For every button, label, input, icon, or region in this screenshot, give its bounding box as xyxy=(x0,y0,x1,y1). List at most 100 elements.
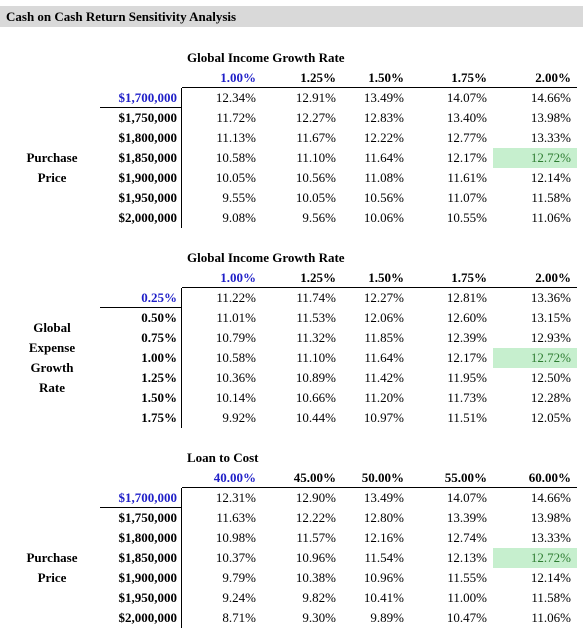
table-cell: 11.08% xyxy=(364,170,404,185)
table-cell: 13.49% xyxy=(363,490,404,505)
table-cell: 10.58% xyxy=(215,150,256,165)
table-cell: 12.31% xyxy=(215,490,256,505)
table-cell: 10.98% xyxy=(215,530,256,545)
table-cell: 14.07% xyxy=(446,490,487,505)
table-header: Global Income Growth Rate xyxy=(187,250,345,265)
table-cell: 10.36% xyxy=(215,370,256,385)
table-cell: 11.55% xyxy=(447,570,487,585)
table-cell: 10.44% xyxy=(295,410,336,425)
column-header: 1.25% xyxy=(262,68,342,88)
table-cell: 9.92% xyxy=(222,410,256,425)
row-header: $1,900,000 xyxy=(100,568,182,588)
column-header: 1.75% xyxy=(410,68,493,88)
table-cell: 11.06% xyxy=(531,210,571,225)
table-cell: 12.93% xyxy=(530,330,571,345)
table-cell: 12.81% xyxy=(446,290,487,305)
column-header: 1.75% xyxy=(410,268,493,288)
table-cell: 11.53% xyxy=(296,310,336,325)
table-cell: 10.66% xyxy=(295,390,336,405)
row-axis-label: Purchase Price xyxy=(26,550,78,585)
table-cell: 9.56% xyxy=(302,210,336,225)
table-cell: 10.96% xyxy=(295,550,336,565)
column-header: 40.00% xyxy=(182,468,262,488)
table-cell: 11.64% xyxy=(364,150,404,165)
table-cell: 12.27% xyxy=(295,110,336,125)
table-cell: 10.38% xyxy=(295,570,336,585)
table-cell: 12.14% xyxy=(530,170,571,185)
row-axis-label: Purchase Price xyxy=(26,150,78,185)
row-header: $1,800,000 xyxy=(100,528,182,548)
table-cell: 12.17% xyxy=(446,150,487,165)
table-cell: 12.72% xyxy=(493,348,577,368)
table-cell: 11.20% xyxy=(364,390,404,405)
table-cell: 13.36% xyxy=(530,290,571,305)
row-header: 0.25% xyxy=(100,288,182,308)
table-cell: 13.33% xyxy=(530,530,571,545)
table-cell: 13.39% xyxy=(446,510,487,525)
table-cell: 11.13% xyxy=(216,130,256,145)
table-cell: 12.39% xyxy=(446,330,487,345)
table-cell: 10.05% xyxy=(295,190,336,205)
table-cell: 11.06% xyxy=(531,610,571,625)
table-cell: 11.67% xyxy=(296,130,336,145)
table-cell: 12.27% xyxy=(363,290,404,305)
table-cell: 10.06% xyxy=(363,210,404,225)
column-header: 1.00% xyxy=(182,268,262,288)
table-cell: 14.66% xyxy=(530,490,571,505)
table-cell: 11.58% xyxy=(531,590,571,605)
table-cell: 12.22% xyxy=(363,130,404,145)
table-cell: 11.42% xyxy=(364,370,404,385)
table-cell: 11.58% xyxy=(531,190,571,205)
table-cell: 8.71% xyxy=(222,610,256,625)
column-header: 2.00% xyxy=(493,68,577,88)
table-cell: 10.96% xyxy=(363,570,404,585)
row-header: $1,850,000 xyxy=(100,548,182,568)
table-cell: 10.56% xyxy=(363,190,404,205)
column-header: 2.00% xyxy=(493,268,577,288)
row-header: $1,700,000 xyxy=(100,88,182,108)
table-cell: 13.49% xyxy=(363,90,404,105)
table-cell: 13.40% xyxy=(446,110,487,125)
table-cell: 11.51% xyxy=(447,410,487,425)
table-cell: 12.14% xyxy=(530,570,571,585)
table-cell: 11.32% xyxy=(296,330,336,345)
column-header: 1.25% xyxy=(262,268,342,288)
row-header: $1,950,000 xyxy=(100,588,182,608)
table-cell: 11.73% xyxy=(447,390,487,405)
table-cell: 10.41% xyxy=(363,590,404,605)
table-cell: 11.74% xyxy=(296,290,336,305)
column-header: 1.50% xyxy=(342,268,410,288)
table-cell: 13.98% xyxy=(530,110,571,125)
row-header: $1,950,000 xyxy=(100,188,182,208)
table-cell: 12.28% xyxy=(530,390,571,405)
table-cell: 11.72% xyxy=(216,110,256,125)
page-title: Cash on Cash Return Sensitivity Analysis xyxy=(0,6,583,27)
table-cell: 9.79% xyxy=(222,570,256,585)
table-cell: 10.56% xyxy=(295,170,336,185)
row-header: $1,700,000 xyxy=(100,488,182,508)
table-cell: 11.00% xyxy=(447,590,487,605)
table-cell: 10.47% xyxy=(446,610,487,625)
column-header: 60.00% xyxy=(493,468,577,488)
table-cell: 11.54% xyxy=(364,550,404,565)
row-header: $2,000,000 xyxy=(100,208,182,228)
table-cell: 13.98% xyxy=(530,510,571,525)
table-cell: 13.33% xyxy=(530,130,571,145)
table-cell: 14.07% xyxy=(446,90,487,105)
table-cell: 12.34% xyxy=(215,90,256,105)
table-cell: 9.08% xyxy=(222,210,256,225)
column-header: 45.00% xyxy=(262,468,342,488)
table-cell: 10.58% xyxy=(215,350,256,365)
table-cell: 12.13% xyxy=(446,550,487,565)
row-header: $1,750,000 xyxy=(100,508,182,528)
table-cell: 9.24% xyxy=(222,590,256,605)
table-cell: 9.82% xyxy=(302,590,336,605)
table-cell: 14.66% xyxy=(530,90,571,105)
table-cell: 12.72% xyxy=(493,148,577,168)
table-cell: 11.64% xyxy=(364,350,404,365)
table-cell: 10.89% xyxy=(295,370,336,385)
table-cell: 12.91% xyxy=(295,90,336,105)
table-cell: 9.30% xyxy=(302,610,336,625)
table-cell: 12.05% xyxy=(530,410,571,425)
column-header: 55.00% xyxy=(410,468,493,488)
